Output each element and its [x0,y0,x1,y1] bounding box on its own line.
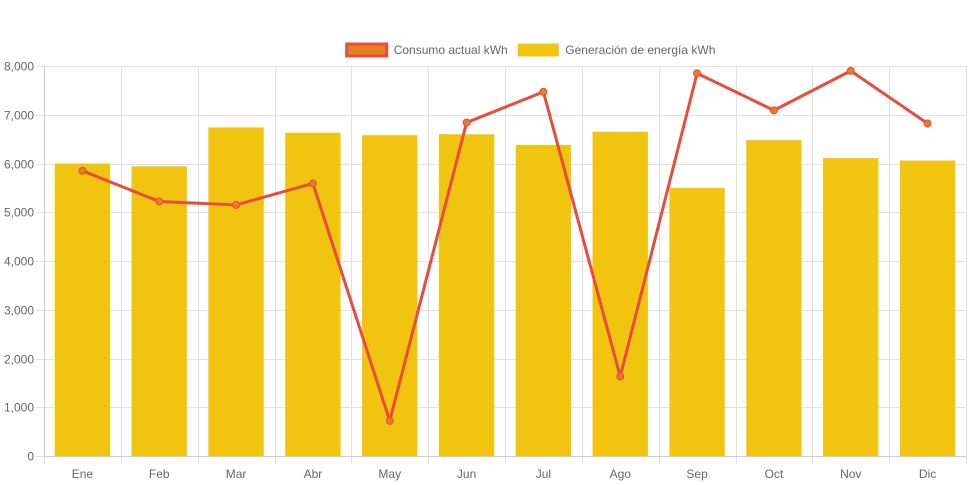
x-tick-label: Abr [304,467,323,481]
legend: Consumo actual kWh Generación de energía … [345,42,715,58]
x-tick-label: Dic [919,467,936,481]
legend-label: Consumo actual kWh [394,43,508,57]
line-series [78,66,932,425]
data-point [232,200,241,209]
data-point [462,118,471,127]
y-tick-label: 5,000 [4,206,34,220]
x-tick-label: Sep [686,467,708,481]
data-point [385,416,394,425]
data-point [308,179,317,188]
y-tick-label: 3,000 [4,304,34,318]
y-tick-label: 2,000 [4,353,34,367]
bar [515,144,572,456]
legend-swatch [345,42,389,58]
data-point [846,66,855,75]
bar [54,163,111,456]
x-tick-label: Ene [72,467,94,481]
data-point [923,119,932,128]
legend-label: Generación de energía kWh [565,43,715,57]
x-tick-label: Ago [610,467,632,481]
bar [362,135,418,456]
bar [592,131,648,456]
data-point [78,166,87,175]
grid-lines [36,66,967,464]
y-tick-label: 4,000 [4,255,34,269]
legend-swatch [517,43,559,57]
bar [131,166,187,457]
data-point [769,106,778,115]
data-point [155,197,164,206]
legend-item[interactable]: Consumo actual kWh [345,42,508,58]
bar [746,140,802,456]
x-tick-label: Jun [457,467,476,481]
bar [899,160,956,456]
data-point [539,87,548,96]
y-tick-label: 6,000 [4,158,34,172]
x-tick-label: Jul [536,467,551,481]
y-axis: 0 1,000 2,000 3,000 4,000 5,000 6,000 7,000 8,00… [4,60,45,464]
x-tick-label: Mar [226,467,247,481]
legend-item[interactable]: Generación de energía kWh [517,43,715,57]
data-point [693,69,702,78]
bar [208,127,264,457]
x-tick-label: May [378,467,401,481]
x-tick-label: Nov [840,467,861,481]
bar [669,187,725,456]
y-tick-label: 1,000 [4,401,34,415]
series-line [81,69,929,423]
x-tick-label: Feb [149,467,170,481]
x-axis: Ene Feb Mar Abr May Jun Jul Ago Sep Oct Nov Dic [44,456,966,481]
y-tick-label: 0 [27,450,34,464]
y-tick-label: 8,000 [4,60,34,74]
y-tick-label: 7,000 [4,109,34,123]
bar-series [54,127,956,457]
bar [823,158,879,456]
data-point [616,372,625,381]
x-tick-label: Oct [765,467,784,481]
bar [438,134,495,456]
